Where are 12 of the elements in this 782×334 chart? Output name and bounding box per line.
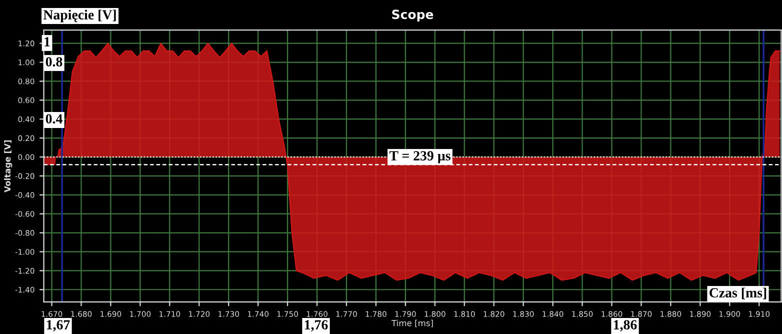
annotation: 1 (44, 37, 50, 46)
annotation: Czas [ms] (710, 288, 766, 300)
text: Napięcie [V] (43, 10, 116, 22)
x-axis-title: Time [ms] (391, 320, 433, 328)
annotation: 0.8 (46, 57, 62, 67)
chart-title: Scope (392, 10, 434, 22)
annotation: T = 239 µs (389, 151, 450, 164)
text: 1,67 (46, 320, 70, 332)
text: 1,86 (614, 320, 637, 332)
annotation: 0.4 (46, 114, 62, 124)
text: 1,76 (304, 320, 328, 332)
y-axis-title: Voltage [V] (4, 140, 12, 192)
